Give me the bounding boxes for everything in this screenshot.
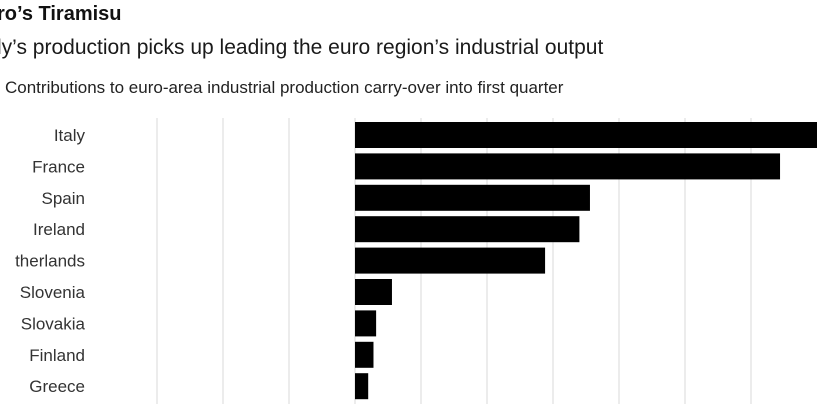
chart-caption: Contributions to euro-area industrial pr…	[5, 78, 564, 97]
bar-italy	[355, 122, 817, 148]
category-label-italy: Italy	[54, 126, 86, 145]
category-label-slovakia: Slovakia	[21, 314, 86, 333]
bar-france	[355, 153, 781, 180]
bar-greece	[355, 373, 369, 400]
category-label-slovenia: Slovenia	[20, 283, 86, 302]
bar-slovenia	[355, 279, 392, 305]
bar-therlands	[355, 247, 546, 274]
chart-subtitle: ly’s production picks up leading the eur…	[0, 36, 604, 59]
bar-spain	[355, 184, 590, 211]
category-label-greece: Greece	[29, 377, 85, 396]
bar-ireland	[355, 216, 580, 243]
chart-title: ro’s Tiramisu	[0, 3, 122, 25]
bars	[355, 122, 817, 400]
category-label-france: France	[32, 157, 85, 176]
bar-slovakia	[355, 310, 377, 337]
category-label-therlands: therlands	[15, 252, 85, 271]
category-labels: Italy France Spain Ireland therlands Slovenia…	[15, 126, 85, 396]
category-label-spain: Spain	[42, 189, 85, 208]
category-label-finland: Finland	[29, 346, 85, 365]
category-label-ireland: Ireland	[33, 220, 85, 239]
bar-finland	[355, 341, 374, 368]
